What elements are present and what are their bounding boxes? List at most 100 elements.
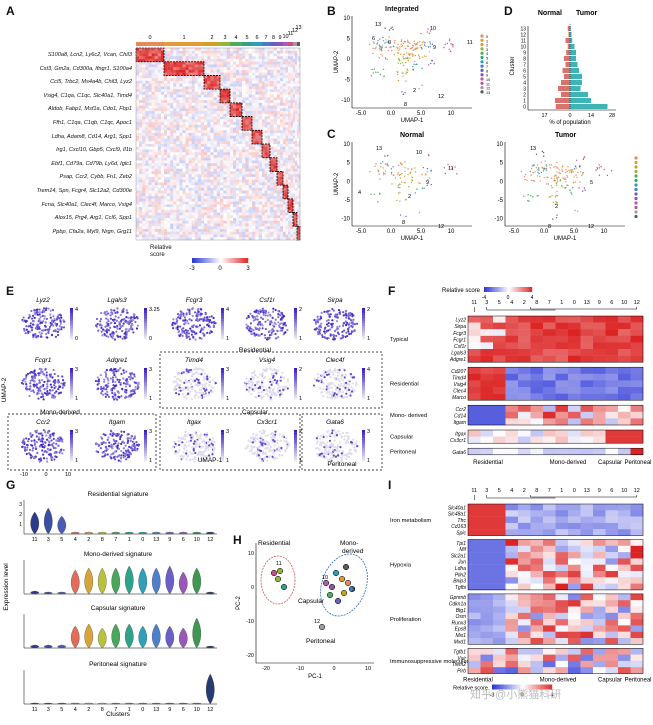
heatmap-cell: [161, 89, 164, 92]
heatmap-cell: [265, 95, 268, 98]
heatmap-cell: [288, 182, 291, 185]
heatmap-cell: [217, 117, 220, 120]
x-tick: -5.0: [509, 229, 520, 235]
heatmap-cell: [255, 210, 259, 213]
heatmap-cell: [283, 95, 286, 98]
y-tick: -10: [341, 217, 350, 223]
heatmap-cell: [207, 144, 210, 147]
heatmap-cell: [182, 188, 185, 191]
heatmap-cell: [155, 86, 158, 89]
heatmap-cell: [136, 191, 139, 194]
heatmap-cell: [182, 128, 185, 131]
heatmap-cell: [227, 136, 231, 139]
x-tick: 17: [541, 113, 547, 119]
heatmap-cell: [288, 73, 291, 76]
heatmap-cell: [288, 92, 291, 95]
umap-point: [408, 186, 409, 187]
heatmap-cell: [161, 114, 164, 117]
cluster-color-bar: [283, 42, 288, 46]
heatmap-cell: [223, 117, 227, 120]
heatmap-cell: [189, 158, 192, 161]
heatmap-cell: [195, 193, 198, 196]
heatmap-cell: [265, 133, 268, 136]
heatmap-cell: [227, 147, 231, 150]
heatmap-cell: [152, 229, 155, 232]
umap-point: [537, 195, 538, 196]
heatmap-cell: [267, 67, 270, 70]
heatmap-cell: [274, 103, 278, 106]
heatmap-cell: [145, 149, 148, 152]
heatmap-cell: [280, 92, 283, 95]
heatmap-cell: [214, 106, 217, 109]
umap-point: [406, 52, 407, 53]
heatmap-cell: [158, 81, 161, 84]
heatmap-cell: [236, 48, 239, 51]
heatmap-cell: [233, 84, 236, 87]
heatmap-cell: [293, 141, 295, 144]
umap-point: [393, 46, 394, 47]
umap-point: [398, 172, 399, 173]
heatmap-cell: [291, 177, 294, 180]
heatmap-cell: [214, 166, 217, 169]
heatmap-cell: [267, 51, 270, 54]
heatmap-cell: [142, 70, 145, 73]
scale-step: [144, 326, 147, 329]
feature-point: [107, 324, 109, 326]
heatmap-cell: [233, 215, 236, 218]
heatmap-cell: [173, 152, 176, 155]
heatmap-cell: [280, 59, 283, 62]
heatmap-cell: [182, 48, 185, 51]
heatmap-cell: [182, 141, 185, 144]
heatmap-cell: [158, 204, 161, 207]
heatmap-cell: [293, 235, 295, 238]
heatmap-cell: [295, 125, 297, 128]
heatmap-cell: [182, 84, 185, 87]
feature-point: [104, 329, 106, 331]
heatmap-cell: [239, 62, 242, 65]
heatmap-cell: [259, 215, 263, 218]
heatmap-cell: [245, 95, 249, 98]
legend-dot: [480, 60, 483, 63]
heatmap-cell: [236, 136, 239, 139]
heatmap-cell: [152, 89, 155, 92]
heatmap-cell: [155, 56, 158, 59]
heatmap-cell: [167, 226, 170, 229]
heatmap-cell: [242, 70, 246, 73]
heatmap-cell: [148, 215, 151, 218]
heatmap-cell: [186, 193, 189, 196]
heatmap-cell: [204, 89, 207, 92]
umap-point: [556, 217, 557, 218]
heatmap-cell: [179, 204, 182, 207]
heatmap-cell: [270, 64, 274, 67]
heatmap-cell: [274, 84, 278, 87]
heatmap-cell: [259, 48, 263, 51]
heatmap-cell: [155, 75, 158, 78]
heatmap-cell: [220, 149, 224, 152]
heatmap-cell: [155, 62, 158, 65]
heatmap-cell: [164, 180, 167, 183]
heatmap-cell: [230, 213, 233, 216]
heatmap-cell: [293, 180, 295, 183]
heatmap-cell: [242, 119, 246, 122]
heatmap-cell: [252, 229, 256, 232]
heatmap-cell: [142, 92, 145, 95]
heatmap-cell: [286, 229, 289, 232]
heatmap-cell: [142, 95, 145, 98]
heatmap-cell: [189, 64, 192, 67]
heatmap-cell: [242, 111, 246, 114]
heatmap-cell: [227, 224, 231, 227]
heatmap-cell: [242, 75, 246, 78]
umap-point: [572, 169, 573, 170]
heatmap-cell: [239, 133, 242, 136]
heatmap-cell: [179, 235, 182, 238]
heatmap-cell: [252, 78, 256, 81]
heatmap-cell: [265, 163, 268, 166]
heatmap-cell: [293, 182, 295, 185]
heatmap-cell: [136, 204, 139, 207]
heatmap-cell: [283, 139, 286, 142]
heatmap-cell: [164, 122, 167, 125]
umap-point: [412, 47, 413, 48]
heatmap-cell: [210, 166, 213, 169]
heatmap-cell: [277, 59, 280, 62]
heatmap-cell: [252, 114, 256, 117]
